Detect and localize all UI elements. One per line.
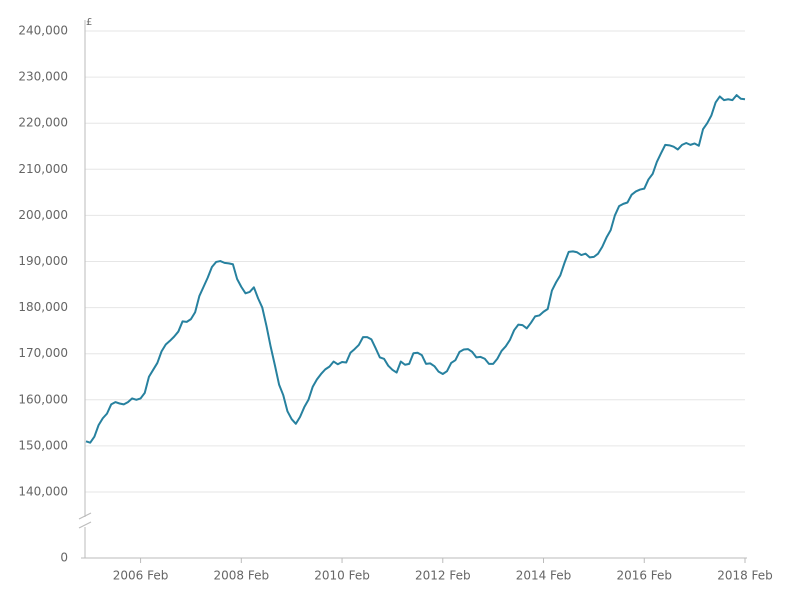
y-tick-label: 150,000	[18, 438, 68, 452]
x-tick-label: 2008 Feb	[214, 569, 270, 583]
y-axis-unit: £	[86, 17, 92, 28]
y-tick-label: 170,000	[18, 346, 68, 360]
axis-break	[78, 521, 92, 529]
y-tick-label: 0	[60, 551, 68, 565]
x-tick-label: 2012 Feb	[415, 569, 471, 583]
y-tick-label: 190,000	[18, 254, 68, 268]
y-tick-label: 220,000	[18, 116, 68, 130]
y-tick-label: 180,000	[18, 300, 68, 314]
line-series	[85, 94, 746, 444]
y-tick-label: 240,000	[18, 24, 68, 38]
axis-break	[78, 512, 92, 520]
x-tick-label: 2018 Feb	[717, 569, 773, 583]
grid	[85, 30, 745, 493]
y-tick-label: 200,000	[18, 208, 68, 222]
y-tick-label: 230,000	[18, 70, 68, 84]
y-tick-label: 140,000	[18, 485, 68, 499]
y-tick-label: 210,000	[18, 162, 68, 176]
x-tick-label: 2006 Feb	[113, 569, 169, 583]
y-tick-label: 160,000	[18, 392, 68, 406]
x-tick-label: 2016 Feb	[616, 569, 672, 583]
x-tick-label: 2014 Feb	[516, 569, 572, 583]
x-tick-label: 2010 Feb	[314, 569, 370, 583]
